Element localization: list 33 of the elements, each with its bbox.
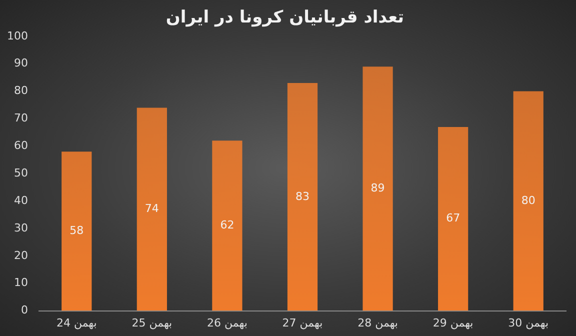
data-label: 83 (296, 190, 310, 203)
bar (136, 108, 167, 311)
y-tick-label: 50 (14, 166, 28, 180)
y-tick-label: 70 (14, 112, 28, 125)
x-tick-label: 26 بهمن (207, 316, 248, 330)
data-label: 89 (370, 182, 385, 195)
bar (513, 91, 544, 311)
chart-title: تعداد قربانیان کرونا در ایران (166, 8, 404, 28)
y-tick-label: 80 (14, 84, 28, 98)
x-tick-label: 30 بهمن (508, 316, 549, 330)
bar (62, 152, 92, 311)
bar (287, 83, 318, 311)
bar (362, 66, 393, 311)
data-label: 62 (220, 218, 234, 232)
bar (438, 126, 468, 311)
y-tick-label: 90 (14, 56, 28, 70)
y-tick-label: 60 (14, 139, 28, 152)
y-tick-label: 10 (14, 276, 28, 290)
x-tick-label: 24 بهمن (56, 316, 97, 330)
y-tick-label: 0 (20, 304, 28, 317)
data-label: 80 (521, 194, 536, 207)
x-tick-label: 29 بهمن (432, 316, 474, 330)
y-tick-label: 30 (14, 221, 28, 234)
data-label: 67 (446, 212, 460, 225)
y-tick-label: 20 (14, 248, 28, 262)
bar (212, 140, 242, 311)
y-tick-label: 40 (14, 194, 28, 207)
data-label: 58 (70, 224, 84, 238)
y-tick-label: 100 (6, 29, 28, 42)
x-tick-label: 27 بهمن (282, 316, 323, 330)
x-tick-label: 25 بهمن (132, 316, 172, 330)
x-tick-label: 28 بهمن (358, 316, 398, 330)
data-label: 74 (144, 202, 159, 216)
